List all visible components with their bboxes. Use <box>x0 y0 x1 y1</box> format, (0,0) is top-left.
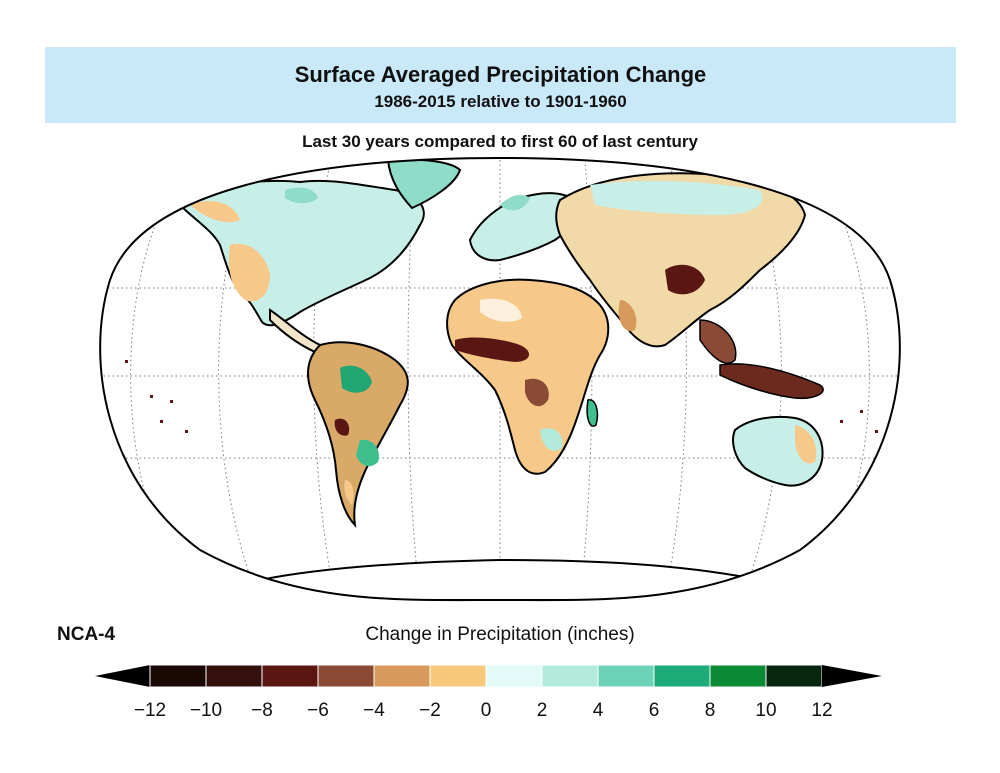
legend-tick-label: 12 <box>811 700 832 721</box>
legend-bin-2 <box>261 664 319 688</box>
legend-bin-10 <box>709 664 767 688</box>
legend-under-arrow <box>95 665 150 687</box>
legend-bin-9 <box>653 664 711 688</box>
legend-tick-labels: −12 −10 −8 −6 −4 −2 0 2 4 6 8 10 12 <box>134 700 833 721</box>
legend-bin-8 <box>597 664 655 688</box>
legend-bin-1 <box>205 664 263 688</box>
legend-bin-3 <box>317 664 375 688</box>
legend-tick-label: 10 <box>755 700 776 721</box>
legend-bin-6 <box>485 664 543 688</box>
legend-tick-label: 4 <box>593 700 604 721</box>
australia-landmass <box>732 415 824 487</box>
legend-tick-label: 0 <box>481 700 492 721</box>
map-caption: Last 30 years compared to first 60 of la… <box>302 132 698 151</box>
legend-tick-label: −2 <box>419 700 441 721</box>
legend-bin-0 <box>149 664 207 688</box>
north-america-landmass <box>178 158 462 356</box>
title-band: Surface Averaged Precipitation Change 19… <box>45 47 956 123</box>
asia-landmass <box>555 172 824 400</box>
legend-title: Change in Precipitation (inches) <box>365 624 635 645</box>
legend-tick-label: 8 <box>705 700 716 721</box>
legend-tick-label: −6 <box>307 700 329 721</box>
africa-landmass <box>446 278 610 475</box>
legend-tick-label: 2 <box>537 700 548 721</box>
chart-subtitle: 1986-2015 relative to 1901-1960 <box>374 92 627 111</box>
legend-bin-11 <box>765 664 823 688</box>
chart-title: Surface Averaged Precipitation Change <box>294 62 707 87</box>
pacific-islands <box>125 360 878 433</box>
legend-bins <box>95 664 882 688</box>
legend-tick-label: −12 <box>134 700 166 721</box>
source-label: NCA-4 <box>57 624 116 645</box>
legend-bin-4 <box>373 664 431 688</box>
legend-bin-7 <box>541 664 599 688</box>
legend-over-arrow <box>822 665 882 687</box>
legend-bin-5 <box>429 664 487 688</box>
legend-tick-label: 6 <box>649 700 660 721</box>
world-map <box>99 156 901 602</box>
legend-tick-label: −8 <box>251 700 273 721</box>
antarctica-landmass <box>248 558 762 601</box>
legend-tick-label: −4 <box>363 700 385 721</box>
legend-tick-label: −10 <box>190 700 222 721</box>
south-america-landmass <box>307 341 409 528</box>
globe-outline <box>99 156 901 602</box>
